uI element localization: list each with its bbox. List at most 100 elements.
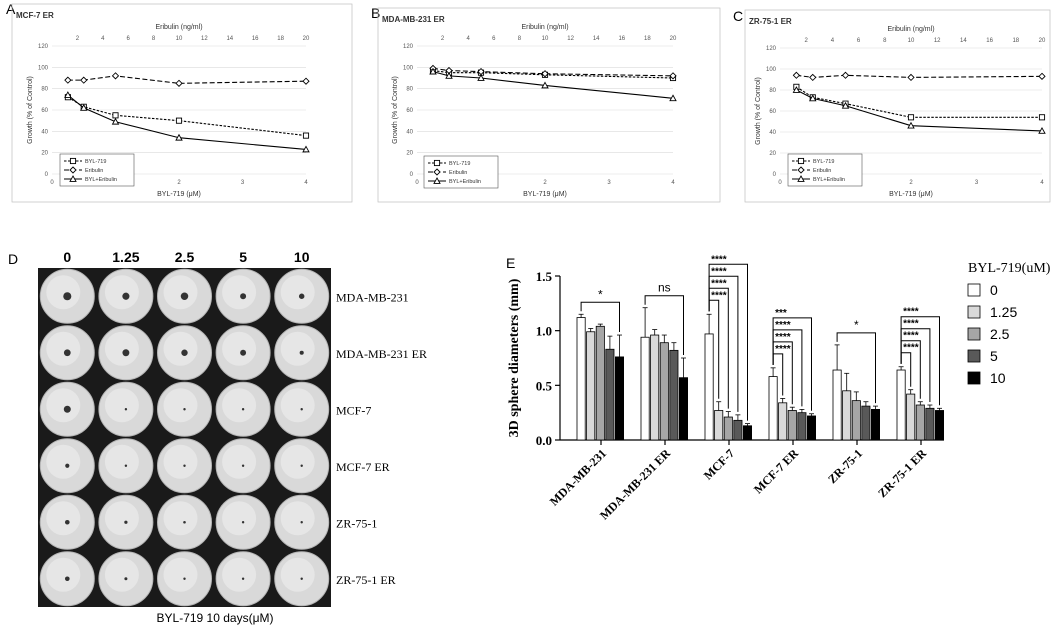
top-tick-label: 16: [618, 36, 625, 42]
well-highlight: [46, 275, 81, 310]
top-tick-label: 2: [76, 36, 80, 42]
data-point: [907, 114, 915, 121]
bar: [650, 334, 660, 441]
data-point: [64, 91, 72, 98]
significance-label: ****: [775, 344, 791, 355]
y-tick-label: 0: [410, 172, 414, 178]
data-point: [792, 71, 801, 79]
x-tick-label: 4: [671, 180, 675, 186]
top-tick-label: 10: [542, 36, 549, 42]
legend-label: 2.5: [990, 326, 1010, 342]
top-tick-label: 14: [226, 36, 233, 42]
significance-label: ****: [903, 307, 919, 318]
data-point: [907, 121, 915, 129]
x-tick-label: 2: [543, 180, 547, 186]
well-highlight: [280, 444, 315, 479]
top-axis-label: Eribulin (ng/ml): [521, 24, 568, 31]
data-point: [808, 94, 817, 102]
panel-label-b: B: [371, 5, 380, 21]
x-axis-label: BYL-719 (μM): [157, 191, 201, 198]
data-point: [112, 112, 119, 119]
sphere: [64, 519, 70, 525]
top-tick-label: 12: [567, 36, 574, 42]
data-point: [541, 70, 549, 78]
significance-bracket: [900, 316, 940, 406]
concentration-header: 0: [63, 249, 71, 265]
data-point: [302, 132, 310, 139]
sphere: [300, 464, 303, 467]
top-tick-label: 20: [303, 36, 310, 42]
legend-marker: [433, 168, 441, 176]
y-tick-label: 20: [406, 151, 413, 157]
x-tick-label: 0: [415, 180, 419, 186]
well-highlight: [222, 501, 257, 536]
x-axis-label: BYL-719 (μM): [523, 191, 567, 198]
bar: [704, 333, 714, 441]
sphere-image-grid: 0 1.25 2.5 5 10 MDA-MB-231 MDA-MB-231 ER MCF-7 M…: [38, 249, 427, 607]
cell-line-row-label: MDA-MB-231: [336, 290, 409, 304]
well-highlight: [46, 444, 81, 479]
top-tick-label: 6: [492, 36, 496, 42]
legend-swatch: [967, 371, 981, 385]
y-tick-label: 80: [41, 87, 48, 93]
bar: [659, 342, 669, 441]
bar: [925, 407, 935, 441]
significance-label: ns: [658, 281, 671, 295]
top-tick-label: 16: [986, 38, 993, 44]
data-point: [111, 72, 120, 80]
top-tick-label: 10: [176, 36, 183, 42]
y-tick-label: 0.5: [536, 378, 553, 393]
significance-label: ****: [903, 331, 919, 342]
sphere: [240, 293, 247, 300]
category-label: MDA-MB-231: [547, 446, 609, 508]
y-axis-label: Growth (% of Control): [392, 76, 399, 144]
well-highlight: [104, 275, 139, 310]
legend-label: Eribulin: [449, 170, 467, 176]
bar: [797, 412, 807, 441]
chart-frame: [11, 3, 353, 203]
data-point: [175, 117, 183, 124]
x-tick-label: 3: [607, 180, 611, 186]
significance-label: ****: [711, 254, 727, 265]
bar: [586, 331, 596, 441]
legend-label: 1.25: [990, 304, 1017, 320]
sphere: [240, 349, 247, 356]
sphere: [63, 405, 71, 413]
sphere: [122, 349, 130, 357]
y-tick-label: 80: [769, 88, 776, 94]
data-point: [429, 67, 437, 75]
sphere: [300, 577, 303, 580]
bar: [615, 356, 625, 441]
bar: [723, 416, 733, 441]
category-label: ZR-75-1 ER: [875, 446, 929, 500]
legend-label: BYL+Eribulin: [85, 177, 117, 183]
sphere: [183, 464, 186, 467]
bar: [935, 410, 945, 441]
series-line-eribulin: [67, 75, 307, 84]
significance-label: ****: [711, 266, 727, 277]
data-point: [541, 81, 549, 89]
top-tick-label: 16: [252, 36, 259, 42]
y-tick-label: 0: [45, 172, 49, 178]
legend-marker: [433, 177, 441, 184]
cell-line-row-label: ZR-75-1: [336, 516, 377, 530]
cell-line-row-label: ZR-75-1 ER: [336, 573, 396, 587]
legend-marker: [69, 175, 77, 182]
sphere: [183, 577, 186, 580]
well-highlight: [104, 501, 139, 536]
y-tick-label: 0: [773, 172, 777, 178]
category-label: MCF-7 ER: [751, 446, 801, 496]
y-tick-label: 80: [406, 87, 413, 93]
sphere: [183, 520, 186, 524]
category-label: MDA-MB-231 ER: [597, 446, 673, 522]
data-point: [907, 73, 915, 82]
significance-label: ****: [903, 343, 919, 354]
legend-label: BYL+Eribulin: [813, 177, 845, 183]
significance-bracket: [708, 263, 748, 421]
legend-swatch: [967, 283, 981, 297]
category-label: ZR-75-1: [825, 446, 865, 486]
legend-label: BYL+Eribulin: [449, 179, 481, 185]
chart-title: ZR-75-1 ER: [749, 17, 792, 26]
y-tick-label: 40: [41, 129, 48, 135]
well-highlight: [163, 444, 198, 479]
